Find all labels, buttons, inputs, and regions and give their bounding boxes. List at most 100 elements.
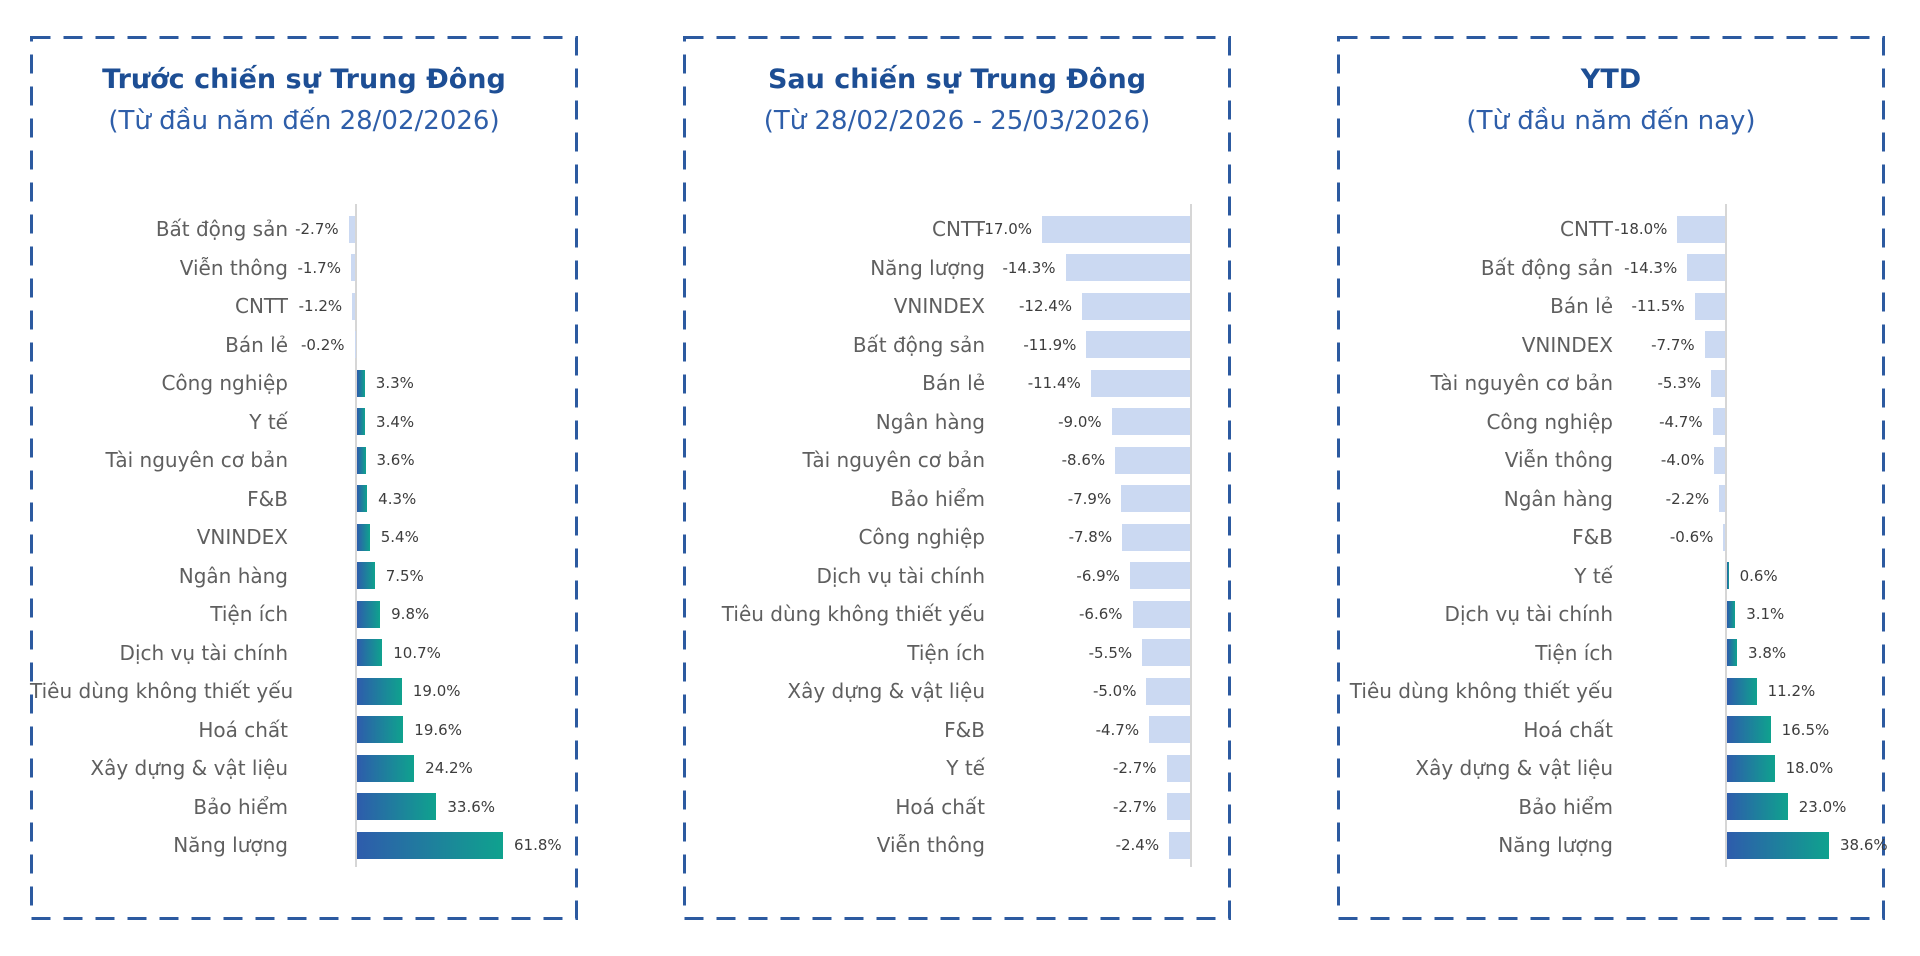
negative-zone: -2.4% <box>985 826 1190 865</box>
bar-row: Tài nguyên cơ bản -8.6% <box>683 441 1231 480</box>
bar-row: Ngân hàng 7.5% <box>30 557 578 596</box>
negative-bar <box>1723 523 1725 551</box>
positive-zone <box>1192 210 1231 249</box>
category-label: Năng lượng <box>1498 833 1613 858</box>
category-label: CNTT <box>931 217 985 242</box>
negative-zone: -1.7% <box>288 249 355 288</box>
value-label: -14.3% <box>1002 258 1056 277</box>
value-label: -5.3% <box>1657 374 1701 393</box>
positive-zone <box>1192 518 1231 557</box>
bar-row: Bất động sản -14.3% <box>1337 249 1885 288</box>
negative-zone <box>1613 557 1725 596</box>
category-label: Xây dựng & vật liệu <box>787 679 985 704</box>
category-label: Tiêu dùng không thiết yếu <box>721 602 985 627</box>
positive-zone <box>1192 441 1231 480</box>
positive-bar <box>1727 562 1729 590</box>
bar-row: Y tế -2.7% <box>683 749 1231 788</box>
positive-zone <box>1192 826 1231 865</box>
value-label: -11.4% <box>1027 374 1081 393</box>
positive-zone: 3.3% <box>357 364 578 403</box>
negative-zone <box>288 441 355 480</box>
value-label: -12.4% <box>1018 297 1073 316</box>
bar-row: F&B -0.6% <box>1337 518 1885 557</box>
title-block: Trước chiến sự Trung Đông (Từ đầu năm đế… <box>30 62 578 138</box>
negative-zone <box>288 749 355 788</box>
positive-zone: 7.5% <box>357 557 578 596</box>
bar-row: Viễn thông -4.0% <box>1337 441 1885 480</box>
positive-zone <box>1192 403 1231 442</box>
value-label: 18.0% <box>1785 759 1834 778</box>
bar-row: Năng lượng -14.3% <box>683 249 1231 288</box>
bar-row: Tài nguyên cơ bản -5.3% <box>1337 364 1885 403</box>
negative-zone <box>288 480 355 519</box>
value-label: 5.4% <box>380 528 419 547</box>
chart-panel-after-war: Sau chiến sự Trung Đông (Từ 28/02/2026 -… <box>683 36 1231 920</box>
bar-row: F&B -4.7% <box>683 711 1231 750</box>
positive-zone <box>1727 287 1885 326</box>
value-label: -0.6% <box>1669 528 1714 547</box>
category-label: Xây dựng & vật liệu <box>90 756 288 781</box>
negative-zone <box>288 518 355 557</box>
negative-zone: -2.2% <box>1613 480 1725 519</box>
category-label: VNINDEX <box>196 525 288 550</box>
negative-bar <box>354 331 355 359</box>
bar-row: Tiện ích -5.5% <box>683 634 1231 673</box>
bar-row: Năng lượng 38.6% <box>1337 826 1888 865</box>
value-label: 19.6% <box>414 720 462 739</box>
negative-zone <box>288 711 355 750</box>
category-label: Công nghiệp <box>161 371 288 396</box>
negative-bar <box>1082 292 1190 320</box>
negative-bar <box>1142 639 1190 667</box>
value-label: 3.6% <box>376 451 415 470</box>
positive-bar <box>1727 754 1775 782</box>
negative-bar <box>1712 408 1725 436</box>
negative-bar <box>1111 408 1190 436</box>
negative-bar <box>350 254 355 282</box>
positive-bar <box>357 754 415 782</box>
negative-zone: -6.9% <box>985 557 1190 596</box>
bar-row: Dịch vụ tài chính 10.7% <box>30 634 578 673</box>
category-label: Tiện ích <box>1535 640 1613 665</box>
negative-zone: -2.7% <box>985 749 1190 788</box>
negative-zone <box>1613 634 1725 673</box>
positive-zone: 3.1% <box>1727 595 1885 634</box>
category-label: Công nghiệp <box>858 525 985 550</box>
negative-zone: -12.4% <box>985 287 1190 326</box>
positive-bar <box>1727 831 1829 859</box>
value-label: -17.0% <box>978 220 1032 239</box>
chart-panel-before-war: Trước chiến sự Trung Đông (Từ đầu năm đế… <box>30 36 578 920</box>
bar-row: Xây dựng & vật liệu 18.0% <box>1337 749 1885 788</box>
value-label: 3.8% <box>1748 643 1787 662</box>
bar-row: Bảo hiểm -7.9% <box>683 480 1231 519</box>
negative-zone: -5.0% <box>985 672 1190 711</box>
value-label: 7.5% <box>385 566 424 585</box>
positive-zone <box>1727 326 1885 365</box>
positive-bar <box>357 600 381 628</box>
category-label: Viễn thông <box>876 833 985 858</box>
positive-zone: 0.6% <box>1727 557 1885 596</box>
negative-zone <box>1613 826 1725 865</box>
positive-zone <box>357 326 578 365</box>
value-label: -2.7% <box>295 220 339 239</box>
negative-zone <box>288 826 355 865</box>
bar-row: Hoá chất -2.7% <box>683 788 1231 827</box>
positive-bar <box>1727 677 1757 705</box>
category-label: Bán lẻ <box>922 371 985 396</box>
positive-bar <box>357 408 366 436</box>
negative-bar <box>1129 562 1190 590</box>
category-label: Y tế <box>1574 563 1613 588</box>
value-label: -18.0% <box>1614 220 1668 239</box>
value-label: 16.5% <box>1781 720 1830 739</box>
category-label: F&B <box>1572 525 1613 550</box>
positive-bar <box>357 677 402 705</box>
positive-zone <box>1727 518 1885 557</box>
positive-zone <box>1192 557 1231 596</box>
value-label: 23.0% <box>1798 797 1847 816</box>
positive-zone: 10.7% <box>357 634 578 673</box>
negative-zone <box>288 634 355 673</box>
negative-bar <box>1169 831 1190 859</box>
bar-row: Bất động sản -11.9% <box>683 326 1231 365</box>
category-label: Tài nguyên cơ bản <box>802 448 986 473</box>
value-label: 3.1% <box>1746 605 1785 624</box>
negative-zone: -4.7% <box>985 711 1190 750</box>
